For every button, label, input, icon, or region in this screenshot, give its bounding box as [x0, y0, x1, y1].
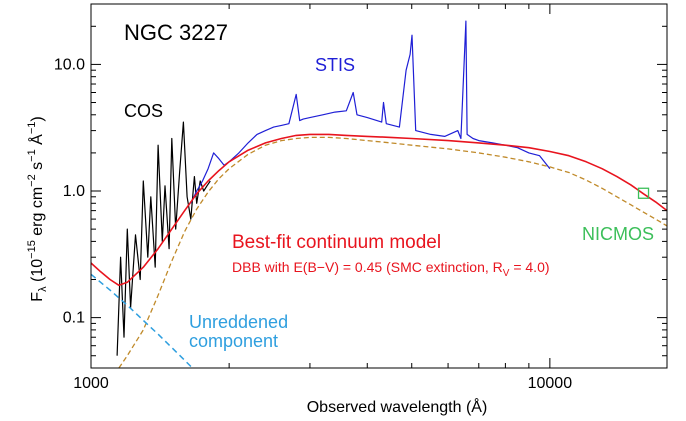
x-tick-label: 10000: [528, 375, 573, 392]
stis-label: STIS: [315, 55, 355, 75]
nicmos-label: NICMOS: [582, 224, 654, 244]
model-series-line: [91, 133, 667, 287]
model-subtitle-label: DBB with E(B−V) = 0.45 (SMC extinction, …: [232, 259, 550, 279]
y-tick-label: 1.0: [63, 183, 85, 200]
unreddened-label-line1: Unreddened: [189, 312, 288, 332]
y-tick-label: 10.0: [54, 56, 85, 73]
y-tick-label: 0.1: [63, 310, 85, 327]
stis-series-line: [190, 20, 551, 204]
unreddened-component-series-line: [91, 273, 194, 368]
object-name-label: NGC 3227: [124, 20, 228, 45]
unreddened-label-line2: component: [189, 331, 278, 351]
reddened-component-series-line: [118, 136, 667, 368]
cos-label: COS: [124, 101, 163, 121]
nicmos-point: [637, 187, 650, 199]
y-axis-title: Fλ (10−15 erg cm−2 s−1 Å−1): [26, 116, 49, 301]
plot-frame: [90, 3, 668, 369]
x-axis-title: Observed wavelength (Å): [307, 397, 488, 416]
plot-area: [91, 20, 667, 368]
x-tick-label: 1000: [73, 375, 109, 392]
model-title-label: Best-fit continuum model: [232, 232, 441, 253]
